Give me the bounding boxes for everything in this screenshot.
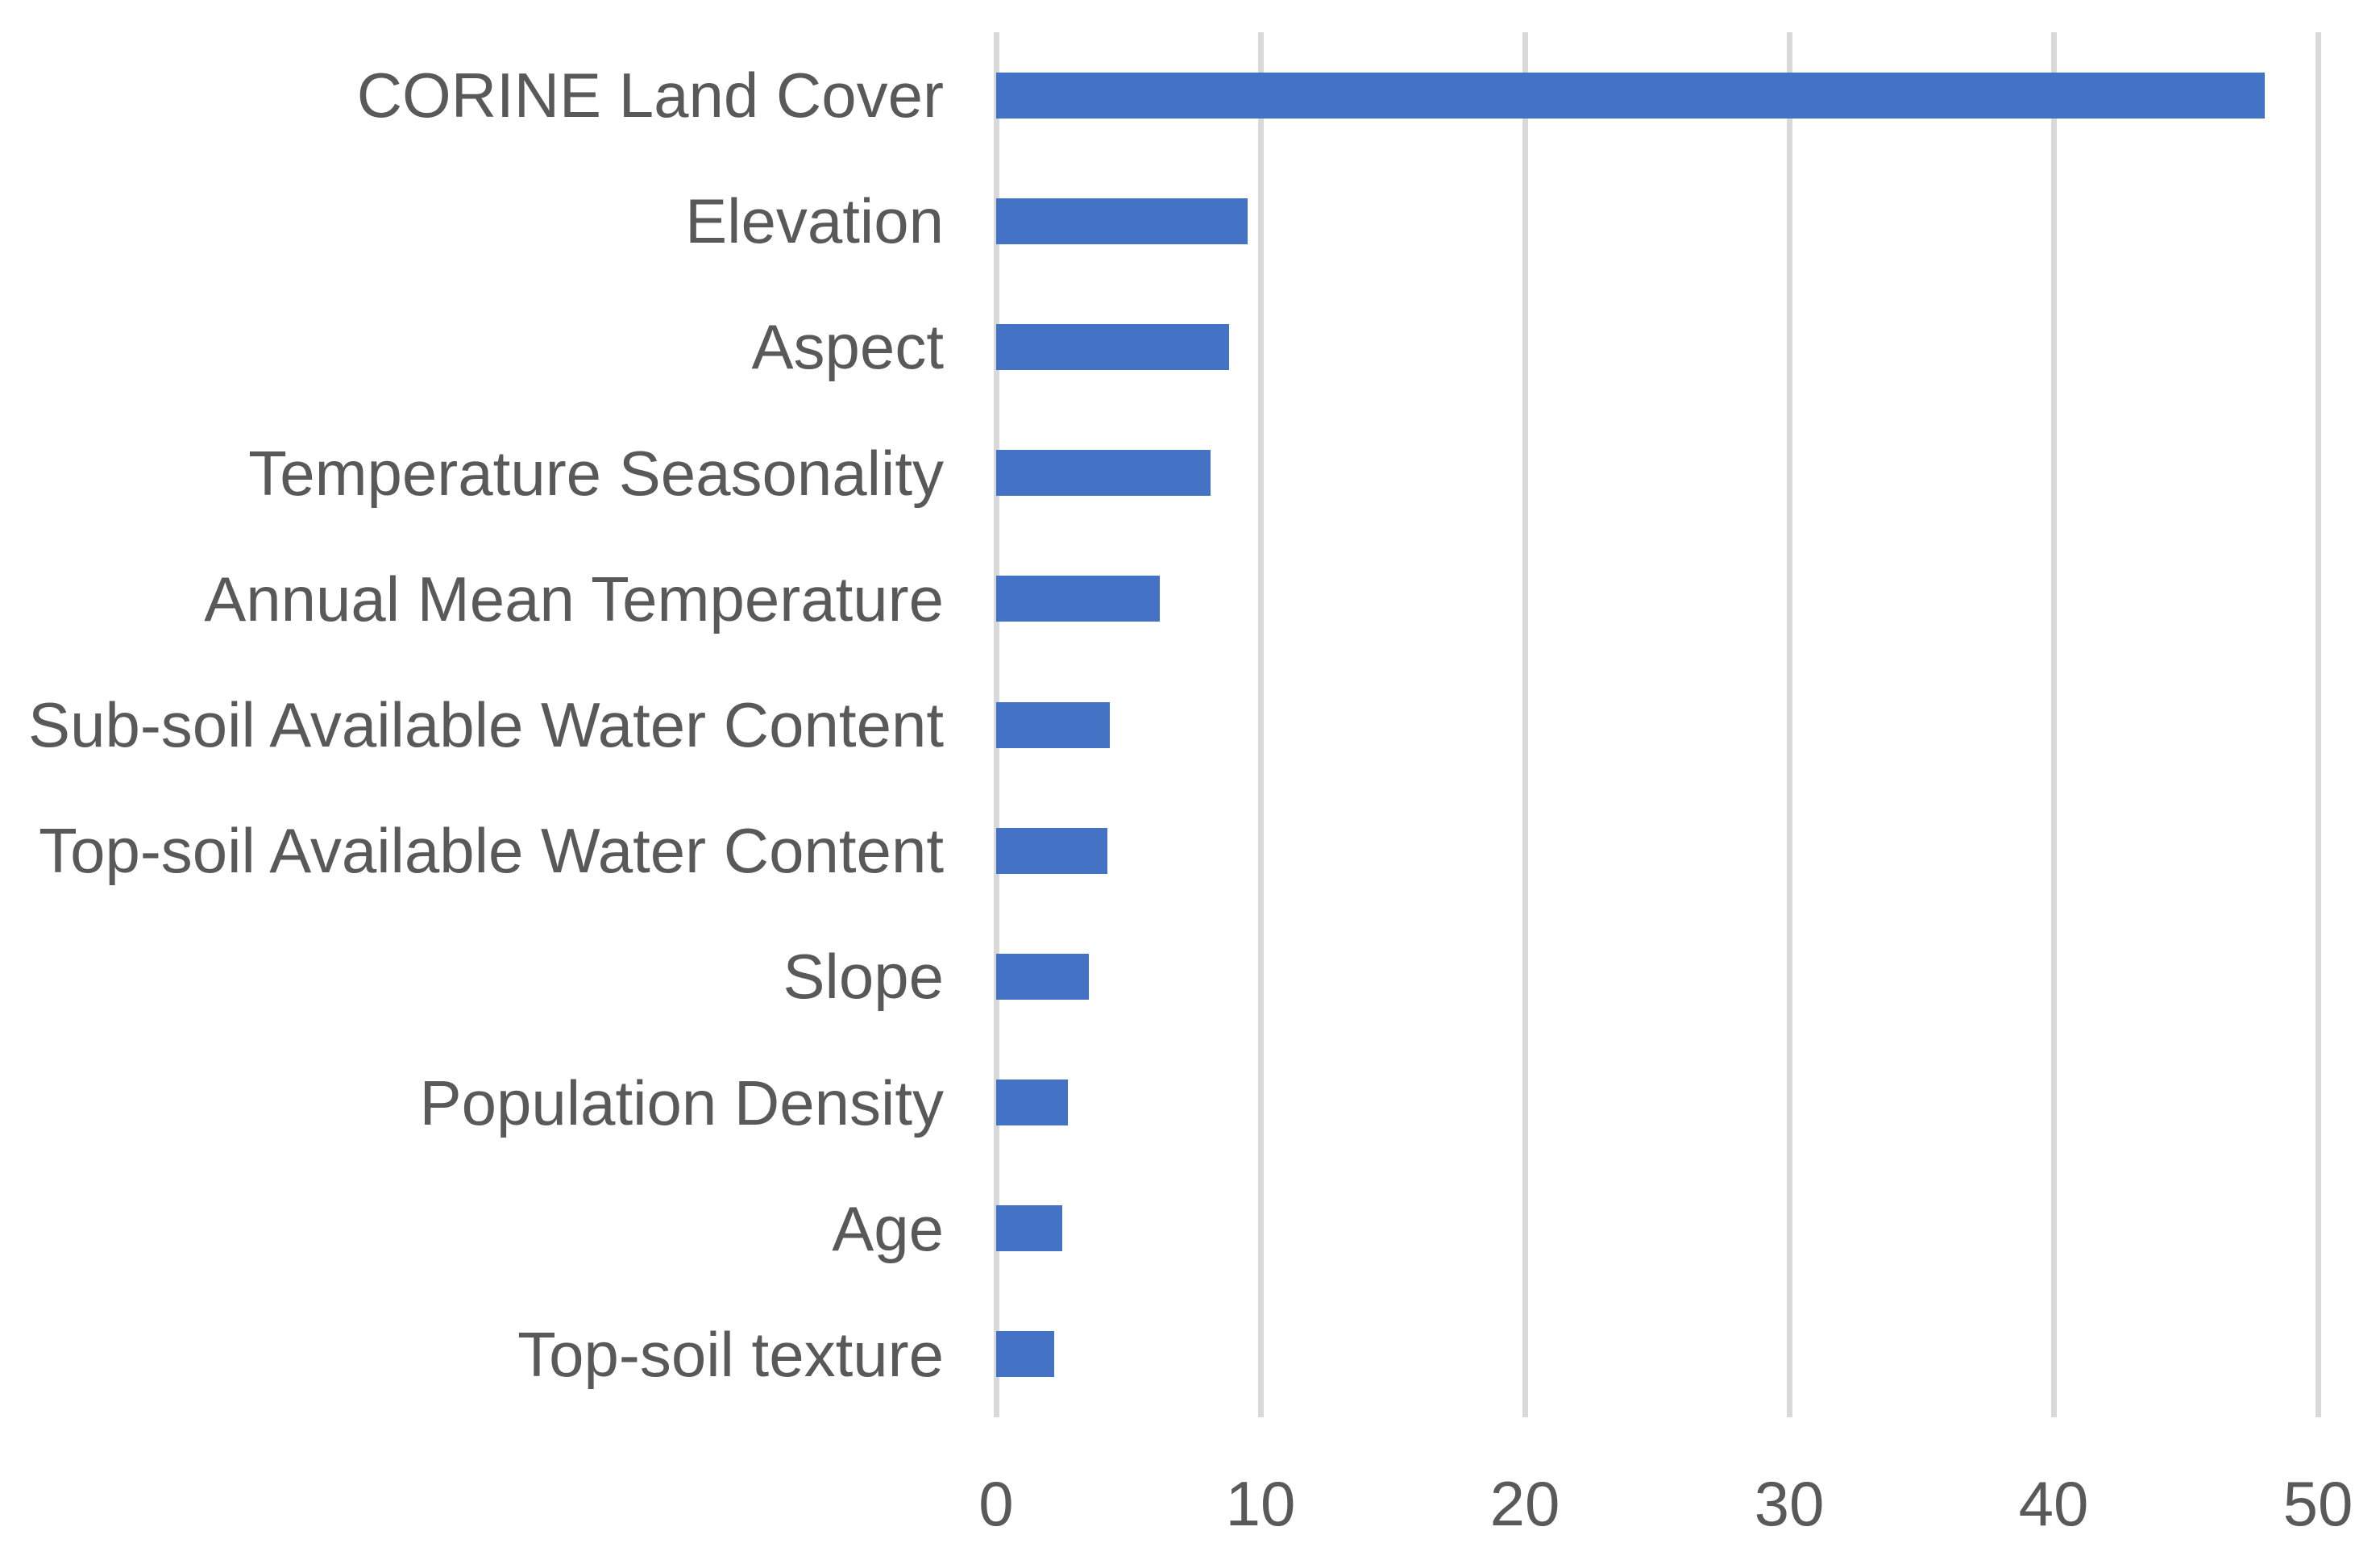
gridline-30 [1787, 32, 1792, 1417]
bar-corine-land-cover [996, 72, 2266, 119]
gridline-50 [2316, 32, 2321, 1417]
bar-annual-mean-temperature [996, 576, 1161, 622]
category-axis-labels: CORINE Land Cover Elevation Aspect Temperat… [0, 32, 944, 1417]
bar-top-soil-texture [996, 1331, 1055, 1378]
gridline-10 [1258, 32, 1264, 1417]
plot-area [994, 32, 2321, 1417]
category-label-temperature-seasonality: Temperature Seasonality [248, 437, 944, 509]
category-label-top-soil-available-water-content: Top-soil Available Water Content [39, 815, 944, 887]
gridline-40 [2051, 32, 2057, 1417]
x-tick-label-30: 30 [1754, 1468, 1825, 1539]
bar-sub-soil-available-water-content [996, 701, 1111, 748]
bar-temperature-seasonality [996, 450, 1211, 497]
x-tick-label-20: 20 [1489, 1468, 1560, 1539]
category-label-aspect: Aspect [751, 311, 944, 383]
category-label-elevation: Elevation [685, 185, 944, 257]
bar-population-density [996, 1080, 1068, 1126]
x-axis: 0 10 20 30 40 50 [0, 1451, 2380, 1556]
category-label-sub-soil-available-water-content: Sub-soil Available Water Content [28, 689, 944, 760]
bar-top-soil-available-water-content [996, 827, 1107, 874]
category-label-corine-land-cover: CORINE Land Cover [356, 60, 944, 131]
bar-slope [996, 953, 1089, 1000]
bar-age [996, 1205, 1062, 1252]
category-label-population-density: Population Density [419, 1067, 944, 1138]
category-label-slope: Slope [783, 941, 945, 1013]
x-tick-label-10: 10 [1225, 1468, 1296, 1539]
category-label-top-soil-texture: Top-soil texture [517, 1318, 944, 1390]
bar-aspect [996, 323, 1229, 370]
x-tick-label-0: 0 [978, 1468, 1014, 1539]
category-label-annual-mean-temperature: Annual Mean Temperature [204, 563, 944, 634]
x-tick-label-50: 50 [2282, 1468, 2353, 1539]
x-tick-label-40: 40 [2018, 1468, 2089, 1539]
category-label-age: Age [832, 1192, 944, 1264]
bar-elevation [996, 198, 1248, 244]
gridline-20 [1522, 32, 1528, 1417]
